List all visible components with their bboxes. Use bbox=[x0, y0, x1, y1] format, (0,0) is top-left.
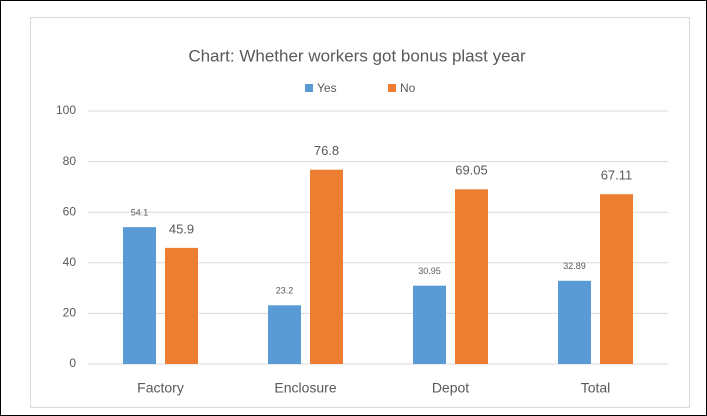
x-tick-label: Factory bbox=[137, 380, 184, 396]
x-tick-label: Enclosure bbox=[274, 380, 336, 396]
x-tick-label: Depot bbox=[432, 380, 469, 396]
y-tick-label: 80 bbox=[63, 154, 77, 168]
y-tick-label: 100 bbox=[56, 103, 76, 117]
data-label: 67.11 bbox=[601, 168, 633, 183]
data-label: 32.89 bbox=[563, 261, 586, 271]
data-label: 30.95 bbox=[418, 266, 441, 276]
bar bbox=[413, 285, 446, 364]
legend-label: No bbox=[400, 81, 416, 95]
y-tick-label: 20 bbox=[63, 306, 77, 320]
data-label: 54.1 bbox=[131, 208, 149, 218]
bar bbox=[600, 194, 633, 364]
data-label: 69.05 bbox=[455, 163, 488, 178]
legend-swatch bbox=[305, 84, 313, 92]
x-tick-label: Total bbox=[581, 380, 611, 396]
bar bbox=[123, 227, 156, 364]
y-tick-label: 40 bbox=[63, 255, 77, 269]
y-tick-label: 60 bbox=[63, 204, 77, 218]
legend-label: Yes bbox=[317, 81, 337, 95]
legend-swatch bbox=[388, 84, 396, 92]
data-label: 45.9 bbox=[169, 221, 194, 236]
bar bbox=[268, 305, 301, 364]
bar bbox=[455, 189, 488, 364]
chart-title: Chart: Whether workers got bonus plast y… bbox=[188, 46, 526, 65]
bar bbox=[165, 247, 198, 364]
data-label: 76.8 bbox=[314, 143, 339, 158]
bar bbox=[310, 169, 343, 364]
data-label: 23.2 bbox=[276, 286, 294, 296]
bar bbox=[558, 280, 591, 364]
y-tick-label: 0 bbox=[69, 356, 76, 370]
